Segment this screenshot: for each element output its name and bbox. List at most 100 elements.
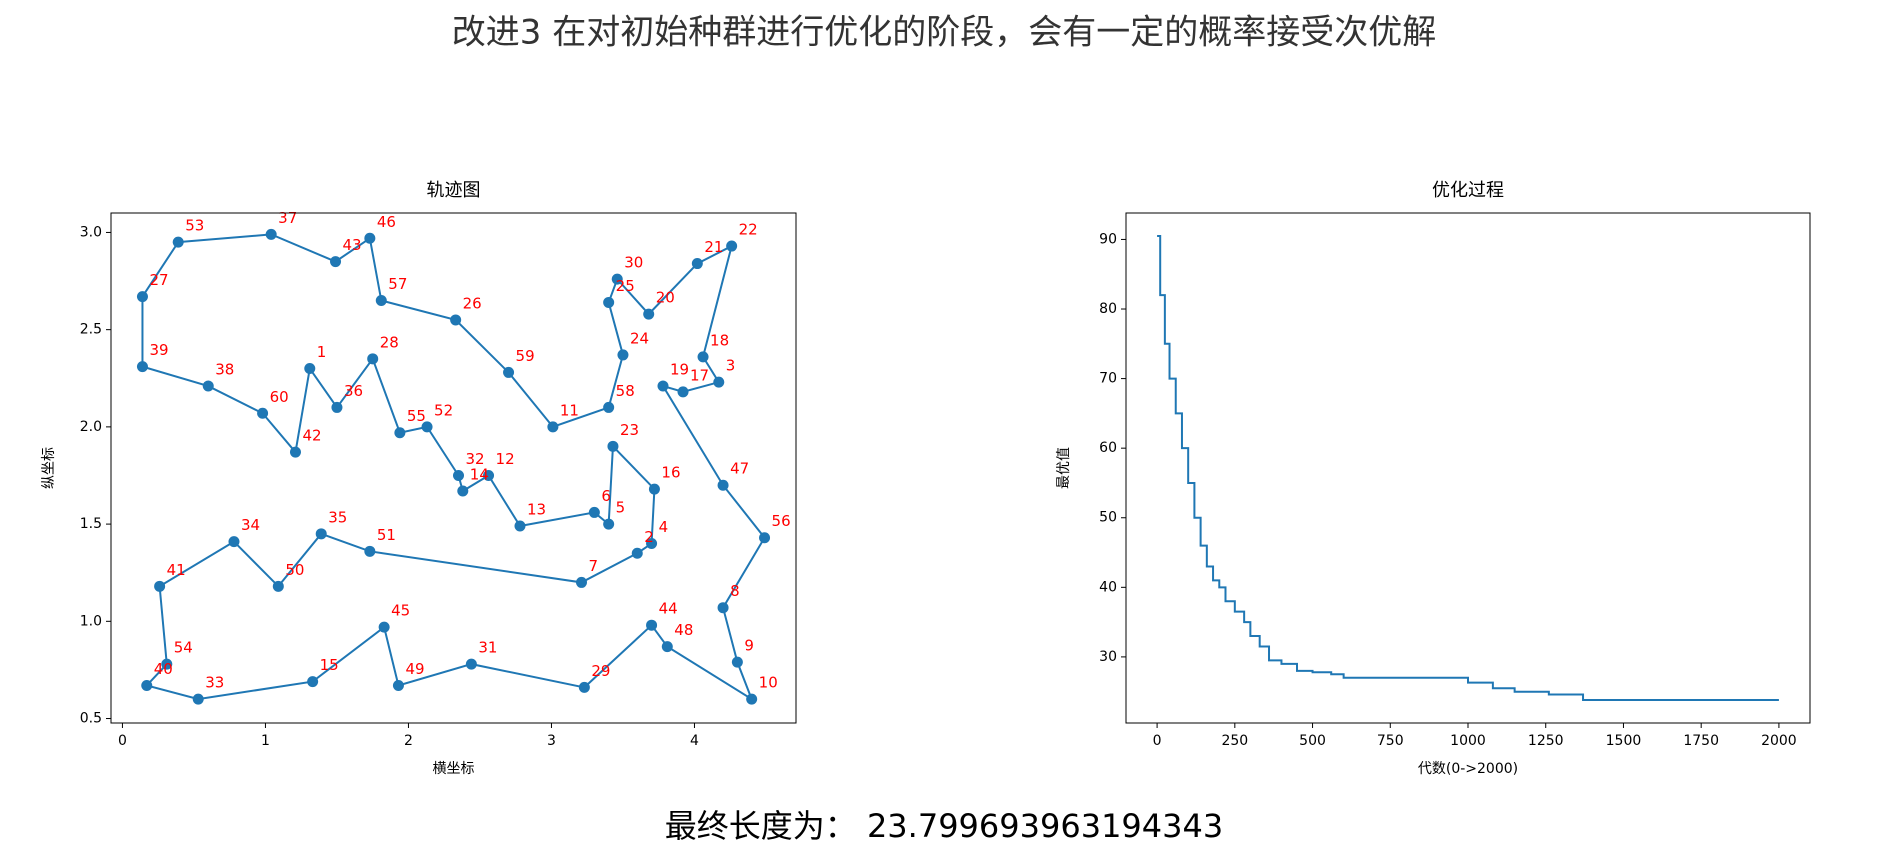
point xyxy=(392,679,404,691)
point xyxy=(394,427,406,439)
point xyxy=(315,528,327,540)
point-label: 59 xyxy=(516,347,535,365)
point xyxy=(588,506,600,518)
point xyxy=(136,361,148,373)
point-label: 24 xyxy=(630,329,649,347)
point-label: 30 xyxy=(624,254,643,272)
x-tick-label: 3 xyxy=(547,733,556,749)
route-line xyxy=(1157,234,1779,702)
point xyxy=(677,386,689,398)
point xyxy=(603,296,615,308)
y-tick-label: 60 xyxy=(1099,440,1117,456)
point xyxy=(661,641,673,653)
point-label: 14 xyxy=(470,466,489,484)
point-label: 17 xyxy=(690,366,709,384)
point xyxy=(307,676,319,688)
point-label: 45 xyxy=(391,602,410,620)
point-label: 33 xyxy=(205,674,224,692)
x-tick-label: 2000 xyxy=(1761,733,1797,749)
x-tick-label: 1250 xyxy=(1528,733,1564,749)
point xyxy=(154,580,166,592)
y-tick-label: 40 xyxy=(1099,579,1117,595)
point xyxy=(450,314,462,326)
point-label: 27 xyxy=(149,271,168,289)
x-axis-label: 横坐标 xyxy=(433,761,475,777)
point-label: 44 xyxy=(659,600,678,618)
point xyxy=(713,376,725,388)
point-label: 15 xyxy=(320,656,339,674)
point-label: 1 xyxy=(317,343,327,361)
point xyxy=(364,545,376,557)
point xyxy=(457,485,469,497)
point xyxy=(304,363,316,375)
point-label: 11 xyxy=(560,401,579,419)
y-tick-label: 70 xyxy=(1099,371,1117,387)
point xyxy=(289,446,301,458)
point xyxy=(717,479,729,491)
point-label: 8 xyxy=(730,582,740,600)
point-label: 54 xyxy=(174,639,193,657)
point-label: 52 xyxy=(434,401,453,419)
point-label: 58 xyxy=(616,382,635,400)
point xyxy=(161,658,173,670)
point-label: 2 xyxy=(644,528,654,546)
point xyxy=(136,291,148,303)
result-text: 最终长度为： 23.799693963194343 xyxy=(665,807,1223,845)
point-label: 47 xyxy=(730,460,749,478)
point xyxy=(514,520,526,532)
y-tick-label: 50 xyxy=(1099,510,1117,526)
point xyxy=(503,366,515,378)
x-tick-label: 0 xyxy=(118,733,127,749)
point xyxy=(646,538,658,550)
point-label: 22 xyxy=(739,221,758,239)
point-label: 53 xyxy=(185,217,204,235)
point xyxy=(192,693,204,705)
point-label: 37 xyxy=(278,209,297,227)
x-tick-label: 1000 xyxy=(1450,733,1486,749)
point-label: 26 xyxy=(463,294,482,312)
point xyxy=(547,421,559,433)
y-tick-label: 2.0 xyxy=(80,419,102,435)
point xyxy=(746,693,758,705)
point xyxy=(575,576,587,588)
y-tick-label: 0.5 xyxy=(80,711,102,727)
y-tick-label: 80 xyxy=(1099,301,1117,317)
point-label: 50 xyxy=(285,561,304,579)
point xyxy=(483,469,495,481)
point xyxy=(265,228,277,240)
point xyxy=(631,547,643,559)
point-label: 7 xyxy=(588,557,598,575)
point-label: 31 xyxy=(478,639,497,657)
point xyxy=(378,621,390,633)
point-label: 49 xyxy=(405,660,424,678)
point-label: 6 xyxy=(601,487,611,505)
point xyxy=(657,380,669,392)
point-label: 28 xyxy=(380,333,399,351)
point-label: 51 xyxy=(377,526,396,544)
point-label: 21 xyxy=(704,238,723,256)
point xyxy=(257,407,269,419)
point-label: 34 xyxy=(241,516,260,534)
x-tick-label: 2 xyxy=(404,733,413,749)
point xyxy=(731,656,743,668)
axes-frame xyxy=(110,212,797,724)
x-tick-label: 500 xyxy=(1299,733,1326,749)
x-tick-label: 750 xyxy=(1377,733,1404,749)
x-axis-label: 代数(0->2000) xyxy=(1418,761,1518,777)
point xyxy=(646,619,658,631)
point-label: 57 xyxy=(388,275,407,293)
y-axis-label: 最优值 xyxy=(1056,447,1072,489)
x-tick-label: 1 xyxy=(261,733,270,749)
point-label: 36 xyxy=(344,382,363,400)
point-label: 56 xyxy=(772,512,791,530)
point xyxy=(228,536,240,548)
point xyxy=(331,401,343,413)
point-label: 13 xyxy=(527,501,546,519)
y-tick-label: 2.5 xyxy=(80,322,102,338)
point-label: 42 xyxy=(302,427,321,445)
point xyxy=(141,679,153,691)
point xyxy=(648,483,660,495)
x-tick-label: 1500 xyxy=(1606,733,1642,749)
